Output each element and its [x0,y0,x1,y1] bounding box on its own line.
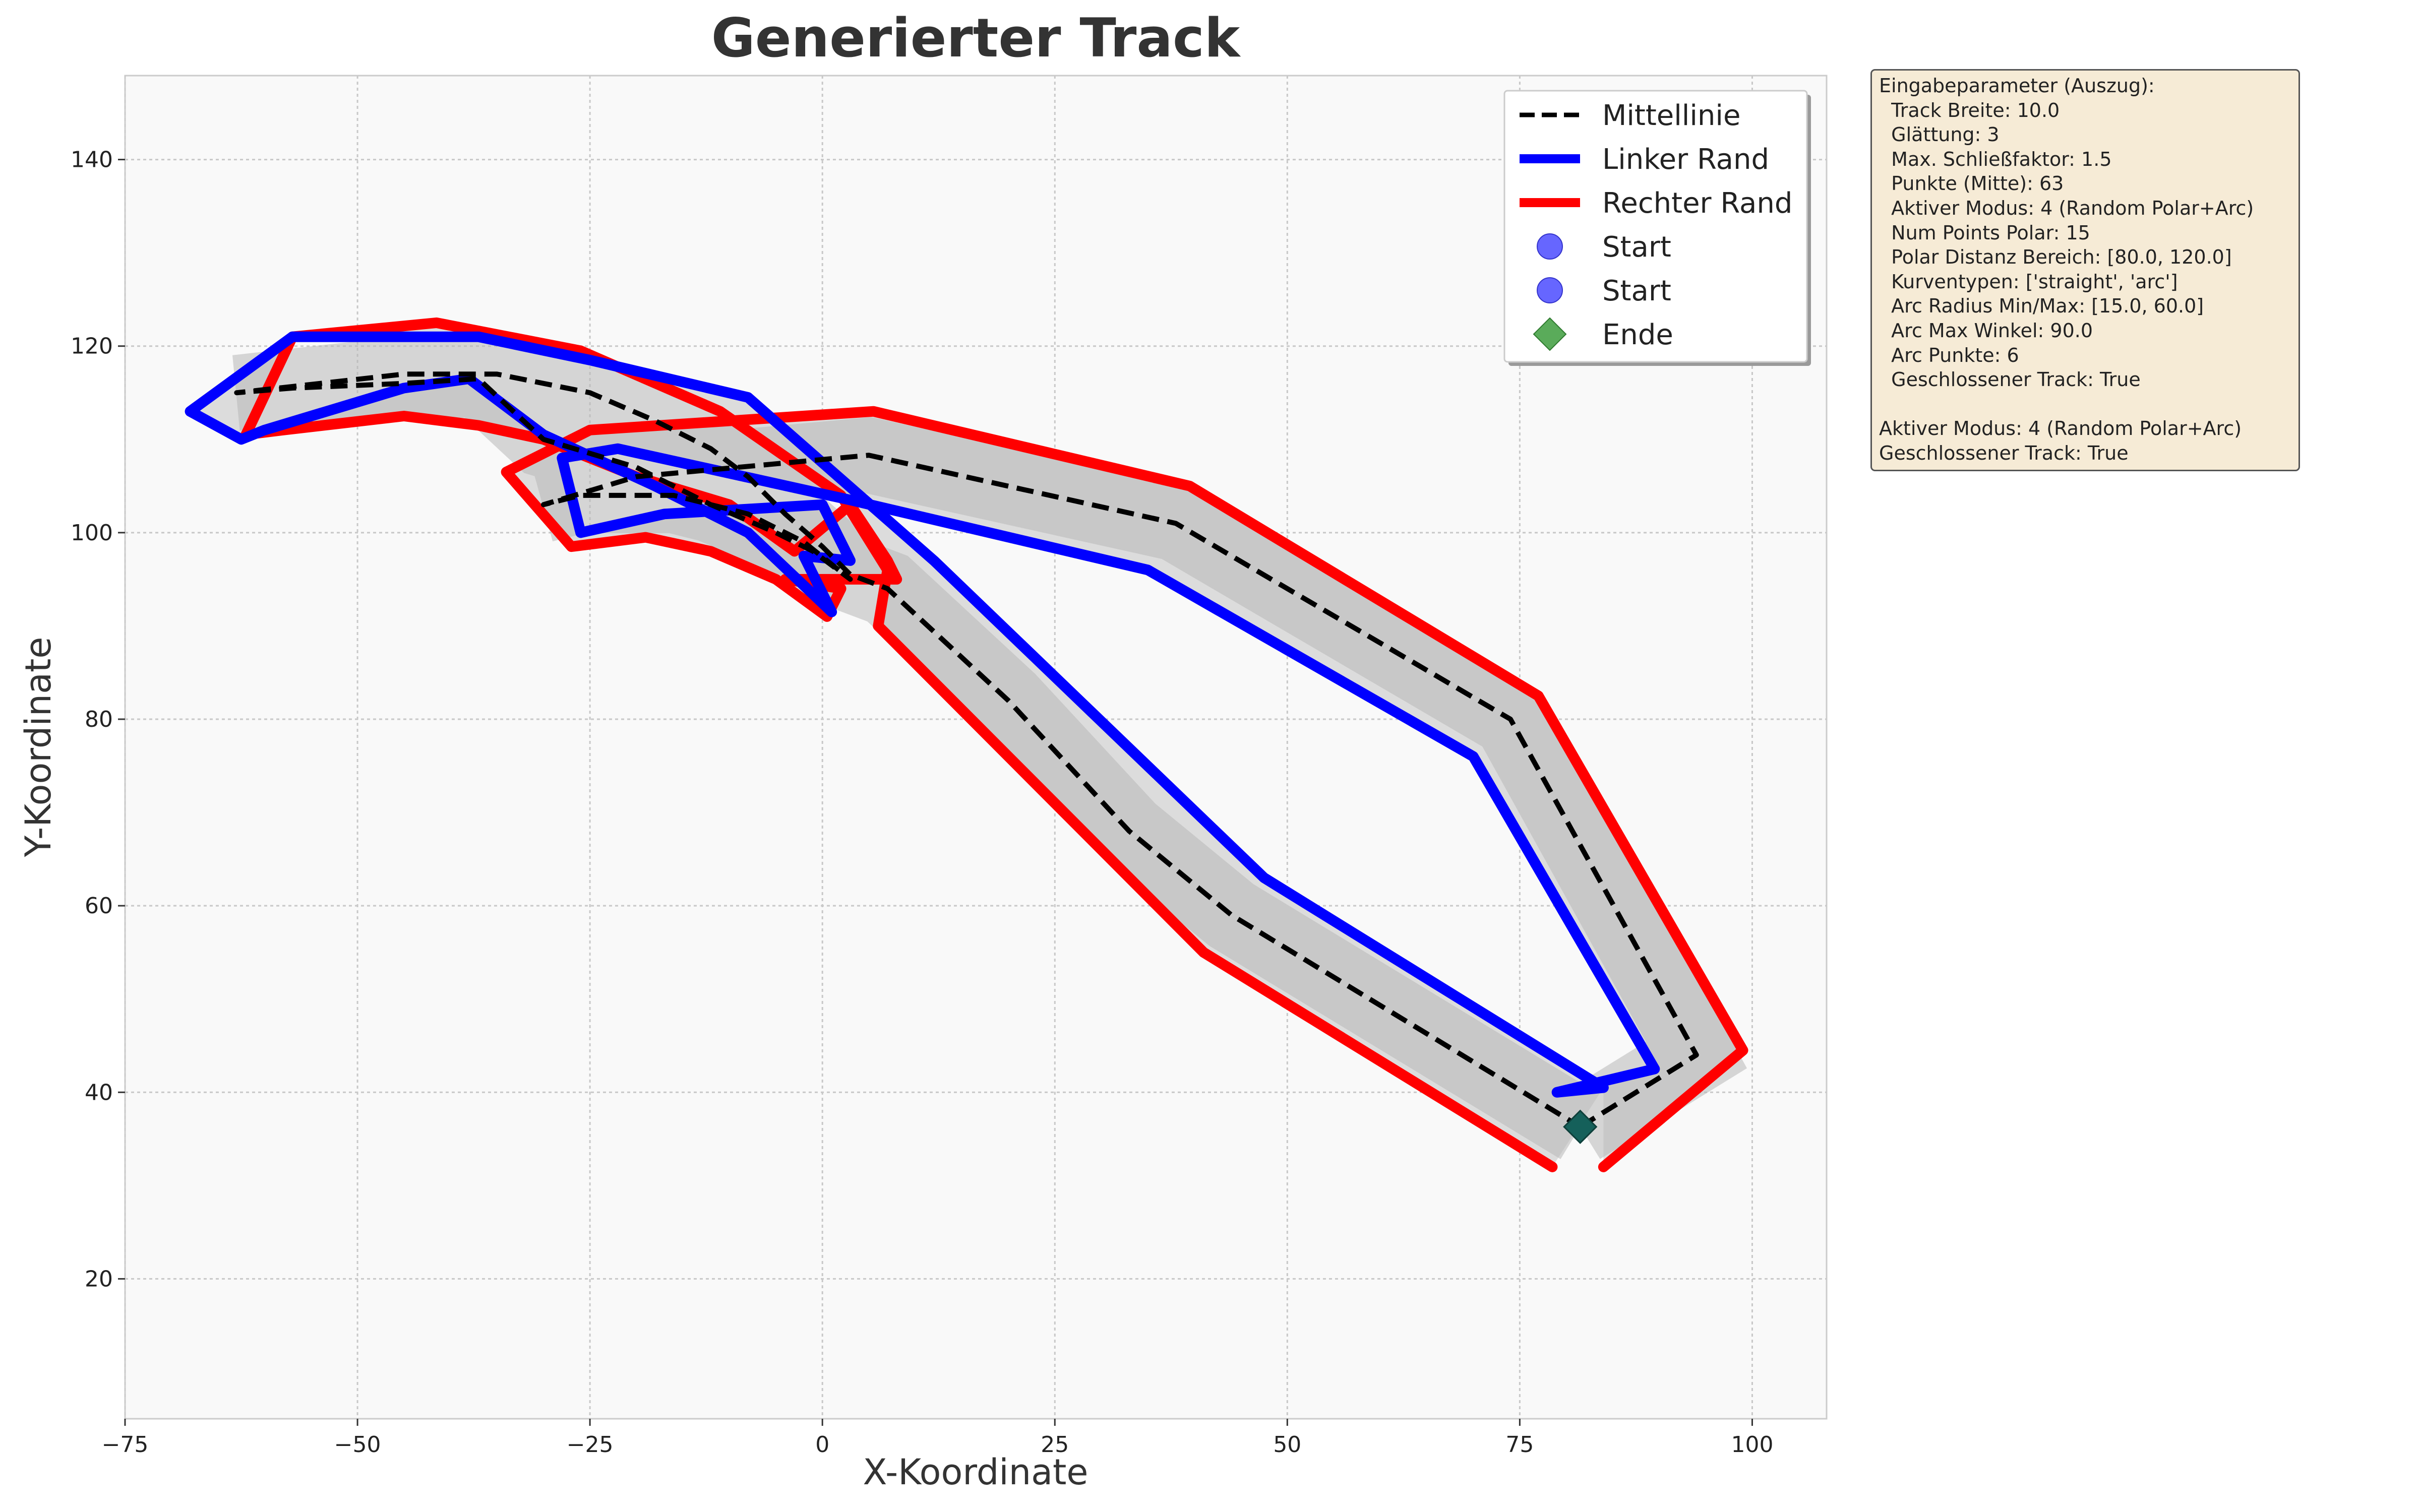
y-tick-label: 40 [85,1080,113,1105]
param-line: Glättung: 3 [1879,123,2000,146]
x-tick-label: 50 [1273,1432,1301,1458]
legend-label: Start [1602,275,1671,307]
param-line: Kurventypen: ['straight', 'arc'] [1879,270,2178,293]
param-line: Arc Max Winkel: 90.0 [1879,319,2093,342]
series-rechter-rand [240,317,1748,1172]
legend-label: Ende [1602,319,1673,351]
x-tick-label: 25 [1041,1432,1069,1458]
legend-handle-circle [1537,277,1563,303]
x-tick-label: 0 [815,1432,829,1458]
y-tick-label: 120 [71,334,113,359]
param-line: Punkte (Mitte): 63 [1879,172,2064,195]
chart-title: Generierter Track [711,7,1241,69]
x-tick-label: 100 [1731,1432,1773,1458]
x-axis-label: X-Koordinate [863,1452,1088,1493]
markers [1563,1109,1598,1144]
end-marker [1563,1109,1598,1144]
param-line: Geschlossener Track: True [1879,442,2129,464]
y-tick-label: 80 [85,707,113,732]
y-tick-label: 100 [71,520,113,546]
series-mittellinie [234,371,1699,1129]
param-line: Arc Punkte: 6 [1879,344,2019,366]
legend-handle-diamond [1533,317,1567,351]
param-line: Aktiver Modus: 4 (Random Polar+Arc) [1879,417,2242,440]
param-line [1879,392,2291,417]
series-linker-rand [185,331,1660,1098]
y-tick-label: 20 [85,1266,113,1292]
axis-ticks: −75 −50 −25 0 25 50 75 100 20 40 60 80 100 120 140 [71,147,1773,1458]
param-line: Track Breite: 10.0 [1879,99,2060,121]
series-lines [185,317,1748,1172]
param-line: Arc Radius Min/Max: [15.0, 60.0] [1879,295,2204,318]
x-tick-label: −75 [102,1432,149,1458]
x-tick-label: −50 [334,1432,381,1458]
param-line: Eingabeparameter (Auszug): [1879,75,2155,97]
legend-label: Linker Rand [1602,143,1769,176]
param-line: Geschlossener Track: True [1879,368,2141,391]
param-line: Aktiver Modus: 4 (Random Polar+Arc) [1879,197,2254,219]
parameter-box: Eingabeparameter (Auszug): Track Breite:… [1870,69,2300,471]
y-axis-label: Y-Koordinate [18,637,59,858]
legend-handle-circle [1537,233,1563,260]
legend: Mittellinie Linker Rand Rechter Rand Start S… [1503,90,1811,366]
x-tick-label: −25 [567,1432,614,1458]
param-line: Max. Schließfaktor: 1.5 [1879,148,2112,170]
legend-label: Start [1602,231,1671,264]
x-tick-label: 75 [1505,1432,1534,1458]
legend-label: Rechter Rand [1602,187,1792,220]
y-tick-label: 140 [71,147,113,173]
param-line: Num Points Polar: 15 [1879,221,2090,244]
y-tick-label: 60 [85,893,113,919]
legend-label: Mittellinie [1602,99,1740,132]
param-line: Polar Distanz Bereich: [80.0, 120.0] [1879,246,2232,269]
